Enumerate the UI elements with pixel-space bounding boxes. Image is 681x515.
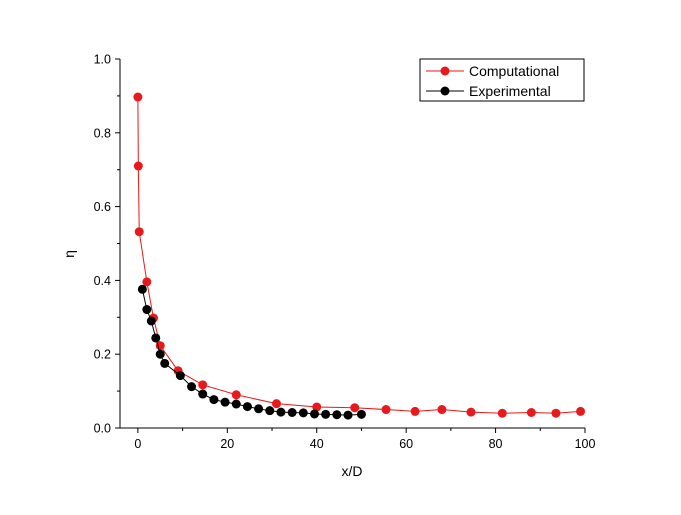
data-point-computational bbox=[437, 405, 447, 415]
data-point-experimental bbox=[209, 395, 219, 405]
x-axis-title: x/D bbox=[342, 463, 363, 479]
legend-item-experimental: Experimental bbox=[426, 83, 551, 99]
data-point-computational bbox=[410, 406, 420, 416]
data-point-experimental bbox=[187, 382, 197, 392]
y-tick-label: 0.2 bbox=[94, 348, 111, 362]
plot-area: 0 20 40 60 80 100 0.0 0.2 0.4 0.6 0.8 1.0 bbox=[94, 53, 596, 452]
data-point-computational bbox=[312, 402, 322, 412]
data-point-experimental bbox=[242, 402, 252, 412]
data-point-computational bbox=[466, 407, 476, 417]
series-experimental bbox=[137, 284, 366, 420]
x-tick-label: 0 bbox=[134, 437, 141, 451]
data-point-computational bbox=[133, 161, 143, 171]
data-point-experimental bbox=[310, 409, 319, 419]
y-axis-title: η bbox=[61, 250, 77, 258]
data-point-computational bbox=[551, 408, 561, 418]
data-point-experimental bbox=[231, 399, 241, 409]
legend-label-computational: Computational bbox=[469, 63, 559, 79]
data-point-experimental bbox=[198, 389, 208, 399]
y-tick-label: 0.4 bbox=[94, 274, 111, 288]
data-point-computational bbox=[142, 277, 152, 287]
data-point-experimental bbox=[151, 333, 161, 343]
x-tick-label: 20 bbox=[220, 437, 234, 451]
data-point-experimental bbox=[155, 349, 165, 359]
data-point-experimental bbox=[220, 397, 230, 407]
data-point-experimental bbox=[276, 407, 286, 417]
legend-marker-experimental bbox=[440, 86, 450, 96]
series-line-computational bbox=[137, 97, 581, 414]
y-tick-label: 0.8 bbox=[94, 126, 111, 140]
data-point-computational bbox=[381, 405, 391, 415]
legend: Computational Experimental bbox=[419, 58, 585, 102]
legend-item-computational: Computational bbox=[426, 63, 559, 79]
data-point-experimental bbox=[137, 284, 147, 294]
data-point-computational bbox=[231, 390, 241, 400]
data-point-experimental bbox=[321, 409, 331, 419]
data-point-experimental bbox=[343, 410, 353, 420]
series-line-experimental bbox=[141, 289, 362, 416]
x-tick-label: 40 bbox=[310, 437, 324, 451]
y-tick-label: 1.0 bbox=[94, 53, 111, 67]
data-point-experimental bbox=[298, 408, 308, 418]
y-tick-label: 0.0 bbox=[94, 422, 111, 436]
legend-marker-computational bbox=[440, 66, 450, 76]
data-point-experimental bbox=[146, 316, 156, 326]
x-tick-label: 60 bbox=[399, 437, 413, 451]
data-point-experimental bbox=[254, 404, 264, 414]
data-point-experimental bbox=[175, 371, 185, 381]
series-layer bbox=[133, 92, 586, 420]
series-computational bbox=[133, 92, 586, 418]
data-point-experimental bbox=[142, 305, 152, 315]
data-point-computational bbox=[497, 408, 507, 418]
data-point-computational bbox=[133, 92, 143, 102]
data-point-computational bbox=[576, 406, 586, 416]
data-point-computational bbox=[350, 403, 360, 413]
legend-label-experimental: Experimental bbox=[469, 83, 551, 99]
x-tick-label: 100 bbox=[575, 437, 596, 451]
y-axis-ticks: 0.0 0.2 0.4 0.6 0.8 1.0 bbox=[94, 53, 120, 436]
x-tick-label: 80 bbox=[489, 437, 503, 451]
data-point-computational bbox=[526, 408, 536, 417]
y-tick-label: 0.6 bbox=[94, 200, 111, 214]
data-point-computational bbox=[134, 227, 144, 237]
data-point-experimental bbox=[265, 406, 275, 416]
x-axis-ticks: 0 20 40 60 80 100 bbox=[134, 428, 595, 451]
data-point-experimental bbox=[287, 408, 297, 417]
data-point-experimental bbox=[332, 410, 342, 420]
data-point-experimental bbox=[356, 409, 366, 419]
data-point-computational bbox=[198, 380, 208, 390]
data-point-computational bbox=[271, 399, 281, 409]
data-point-computational bbox=[155, 341, 165, 351]
data-point-experimental bbox=[160, 358, 170, 368]
